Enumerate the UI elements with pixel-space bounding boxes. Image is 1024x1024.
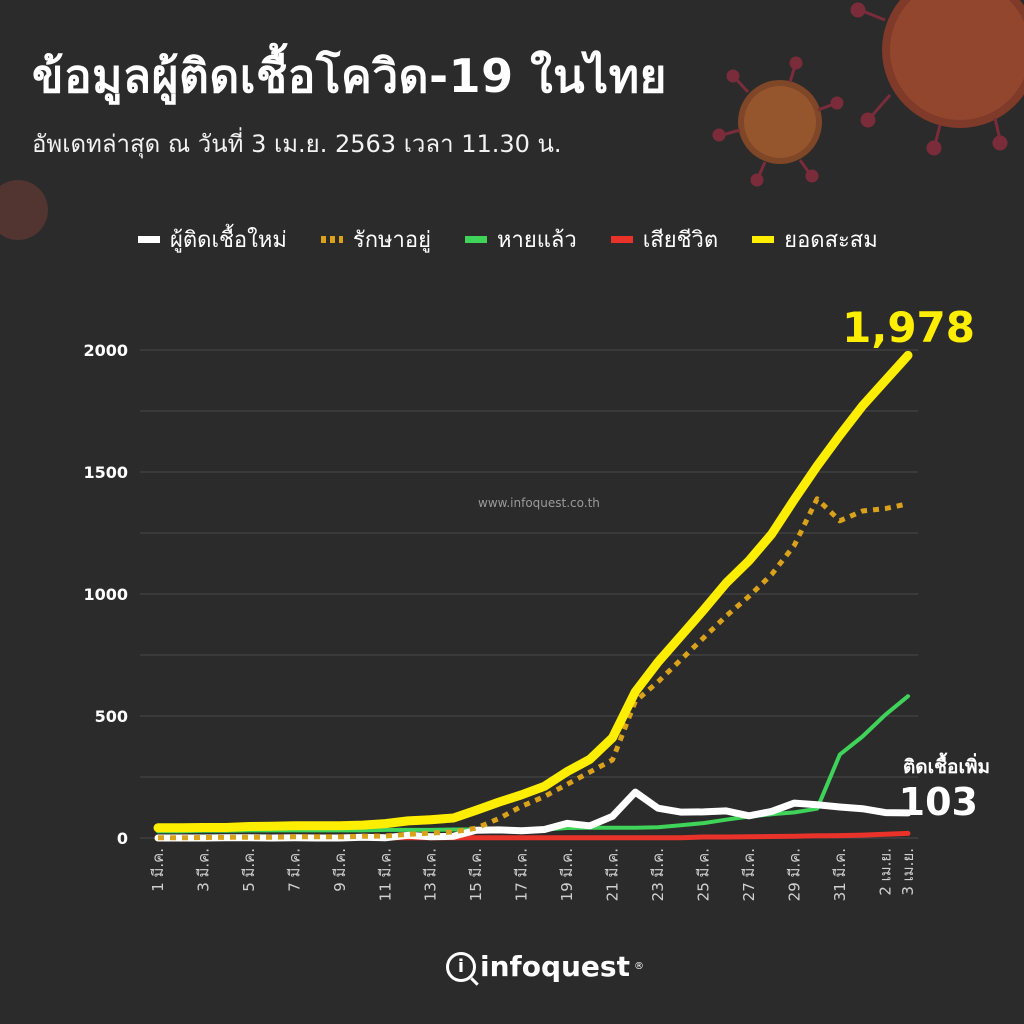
x-tick-label: 31 มี.ค. bbox=[831, 848, 849, 901]
covid-line-chart: 0 500 1000 1500 2000 1 มี.ค. 3 มี.ค. 5 มี.ค. 7 ม… bbox=[83, 303, 990, 901]
series-in-treatment-line bbox=[158, 496, 909, 841]
x-tick-label: 11 มี.ค. bbox=[376, 848, 394, 901]
x-tick-label: 7 มี.ค. bbox=[285, 848, 303, 892]
legend-label-deaths: เสียชีวิต bbox=[642, 228, 719, 253]
chart-legend: ผู้ติดเชื้อใหม่ รักษาอยู่ หายแล้ว เสียชี… bbox=[138, 222, 878, 257]
x-tick-label: 2 เม.ย. bbox=[876, 848, 894, 896]
legend-item-in-treatment: รักษาอยู่ bbox=[320, 222, 431, 257]
y-tick-label: 1500 bbox=[83, 463, 128, 482]
x-tick-label: 27 มี.ค. bbox=[740, 848, 758, 901]
logo-registered-mark: ® bbox=[633, 961, 644, 972]
infoquest-logo: i infoquest ® bbox=[446, 950, 644, 983]
legend-swatch-recovered bbox=[464, 236, 487, 243]
x-tick-label: 29 มี.ค. bbox=[785, 848, 803, 901]
page-subtitle: อัพเดทล่าสุด ณ วันที่ 3 เม.ย. 2563 เวลา … bbox=[32, 130, 562, 158]
logo-text: infoquest bbox=[480, 950, 630, 983]
legend-swatch-cumulative bbox=[752, 236, 775, 243]
x-tick-label: 15 มี.ค. bbox=[467, 848, 485, 901]
virus-illustration-large bbox=[0, 0, 1024, 240]
y-tick-label: 0 bbox=[117, 829, 128, 848]
series-cumulative-line bbox=[153, 350, 913, 833]
legend-item-deaths: เสียชีวิต bbox=[610, 222, 719, 257]
x-tick-label: 1 มี.ค. bbox=[149, 848, 167, 892]
magnifier-icon: i bbox=[446, 951, 476, 982]
legend-swatch-deaths bbox=[610, 236, 633, 243]
legend-item-recovered: หายแล้ว bbox=[464, 222, 577, 257]
x-tick-label: 25 มี.ค. bbox=[694, 848, 712, 901]
legend-label-cumulative: ยอดสะสม bbox=[784, 228, 878, 253]
legend-label-new-cases: ผู้ติดเชื้อใหม่ bbox=[170, 228, 287, 253]
x-tick-label: 23 มี.ค. bbox=[649, 848, 667, 901]
cumulative-total-label: 1,978 bbox=[842, 303, 975, 352]
legend-swatch-new-cases bbox=[138, 236, 160, 243]
x-tick-label: 13 มี.ค. bbox=[422, 848, 440, 901]
new-cases-value: 103 bbox=[899, 780, 978, 824]
x-tick-label: 3 มี.ค. bbox=[194, 848, 212, 892]
legend-item-cumulative: ยอดสะสม bbox=[752, 222, 878, 257]
legend-label-recovered: หายแล้ว bbox=[496, 228, 577, 253]
y-tick-label: 1000 bbox=[83, 585, 128, 604]
x-tick-label: 21 มี.ค. bbox=[604, 848, 622, 901]
watermark: www.infoquest.co.th bbox=[478, 496, 600, 510]
logo-mark-letter: i bbox=[457, 956, 465, 977]
x-tick-label: 17 มี.ค. bbox=[513, 848, 531, 901]
legend-item-new-cases: ผู้ติดเชื้อใหม่ bbox=[138, 222, 287, 257]
x-tick-label: 5 มี.ค. bbox=[240, 848, 258, 892]
legend-label-in-treatment: รักษาอยู่ bbox=[352, 228, 431, 253]
x-tick-label: 9 มี.ค. bbox=[331, 848, 349, 892]
new-cases-caption: ติดเชื้อเพิ่ม bbox=[903, 752, 990, 778]
legend-swatch-in-treatment bbox=[320, 236, 343, 243]
x-tick-label: 19 มี.ค. bbox=[558, 848, 576, 901]
x-tick-label: 3 เม.ย. bbox=[899, 848, 917, 896]
y-tick-label: 500 bbox=[95, 707, 128, 726]
page-title: ข้อมูลผู้ติดเชื้อโควิด-19 ในไทย bbox=[32, 49, 667, 103]
y-tick-label: 2000 bbox=[83, 341, 128, 360]
